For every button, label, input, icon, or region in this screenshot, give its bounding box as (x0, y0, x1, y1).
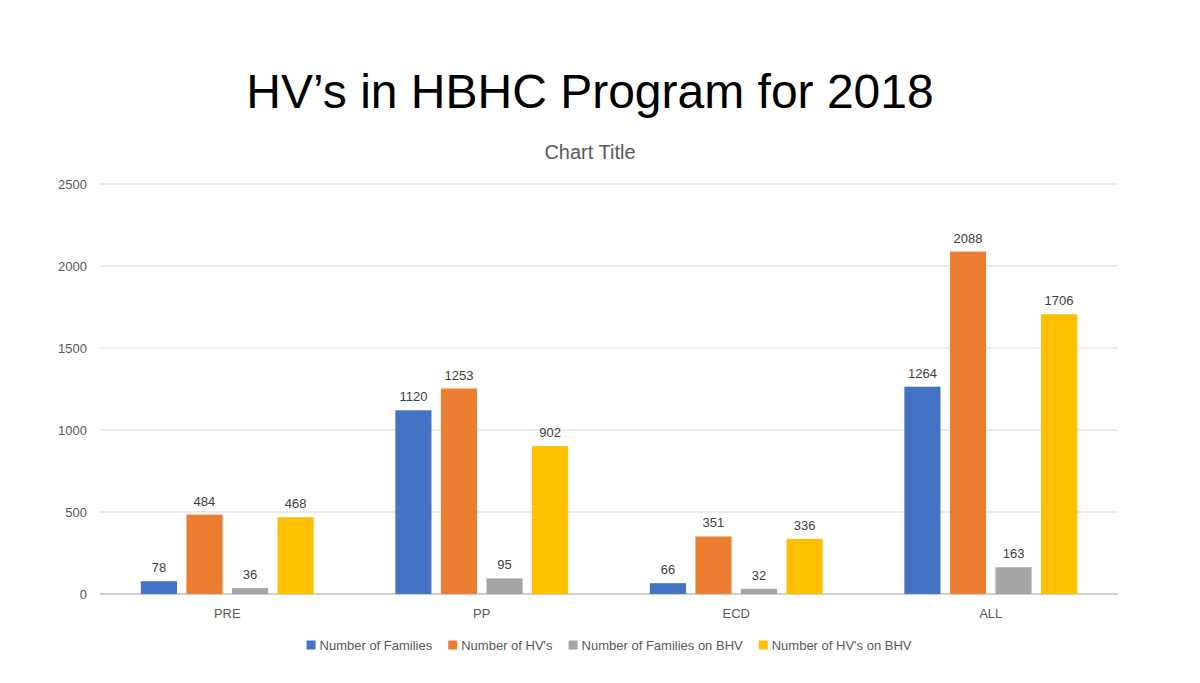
y-tick-label: 1000 (58, 423, 87, 438)
y-tick-label: 2000 (58, 259, 87, 274)
legend-label: Number of HV's (461, 638, 553, 653)
bar (486, 578, 522, 594)
legend-swatch (759, 641, 768, 650)
bar (787, 539, 823, 594)
x-tick-label: ECD (723, 606, 750, 621)
bar (1041, 314, 1077, 594)
legend-swatch (448, 641, 457, 650)
data-label: 95 (497, 557, 511, 572)
title: HV’s in HBHC Program for 2018 (246, 65, 933, 118)
data-label: 468 (285, 496, 307, 511)
bar (950, 252, 986, 594)
legend-swatch (307, 641, 316, 650)
bar (995, 567, 1031, 594)
data-label: 2088 (954, 231, 983, 246)
data-label: 336 (794, 518, 816, 533)
legend-label: Number of HV's on BHV (772, 638, 912, 653)
data-label: 36 (243, 567, 257, 582)
subtitle: Chart Title (544, 141, 635, 163)
legend: Number of Families Number of HV's Number o… (307, 638, 912, 653)
data-labels: 78 484 36 468 1120 1253 95 902 66 351 32 336 1264 208… (152, 231, 1074, 583)
bar (904, 387, 940, 594)
data-label: 1264 (908, 366, 937, 381)
x-tick-label: ALL (979, 606, 1002, 621)
legend-label: Number of Families on BHV (582, 638, 743, 653)
grid-line (100, 184, 1118, 185)
bar (532, 446, 568, 594)
bar (278, 517, 314, 594)
y-tick-label: 0 (80, 587, 87, 602)
bar (741, 589, 777, 594)
bar (650, 583, 686, 594)
legend-label: Number of Families (320, 638, 433, 653)
y-tick-label: 500 (65, 505, 87, 520)
bars (141, 252, 1077, 594)
bar (186, 515, 222, 594)
data-label: 902 (539, 425, 561, 440)
data-label: 163 (1003, 546, 1025, 561)
bar (441, 389, 477, 594)
data-label: 66 (661, 562, 675, 577)
legend-swatch (569, 641, 578, 650)
bar (141, 581, 177, 594)
y-tick-label: 2500 (58, 177, 87, 192)
data-label: 1706 (1045, 293, 1074, 308)
data-label: 78 (152, 560, 166, 575)
bar (395, 410, 431, 594)
x-tick-label: PRE (214, 606, 241, 621)
x-tick-label: PP (473, 606, 490, 621)
data-label: 1253 (445, 368, 474, 383)
data-label: 484 (194, 494, 216, 509)
data-label: 351 (703, 515, 725, 530)
bar (695, 536, 731, 594)
data-label: 1120 (399, 389, 427, 404)
chart: HV’s in HBHC Program for 2018 Chart Title… (0, 0, 1200, 683)
bar (232, 588, 268, 594)
data-label: 32 (752, 568, 766, 583)
y-tick-label: 1500 (58, 341, 87, 356)
